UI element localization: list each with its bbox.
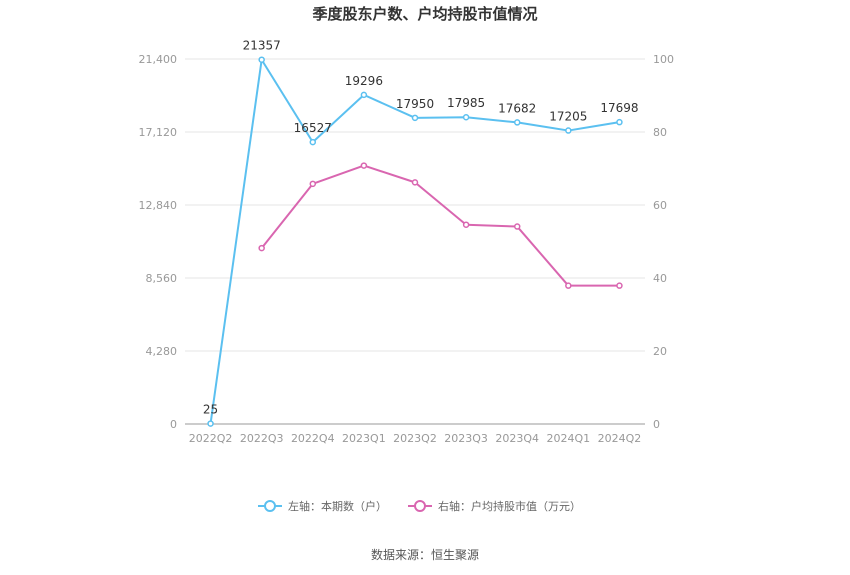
data-point bbox=[258, 56, 265, 63]
data-point bbox=[411, 179, 419, 186]
series-line-2 bbox=[260, 164, 620, 287]
data-label: 17985 bbox=[447, 96, 485, 110]
x-tick-label: 2022Q3 bbox=[240, 432, 284, 445]
left-tick-label: 21,400 bbox=[139, 53, 178, 66]
right-tick-label: 100 bbox=[653, 53, 674, 66]
legend-label: 右轴：户均持股市值（万元） bbox=[438, 499, 581, 513]
right-tick-label: 40 bbox=[653, 272, 667, 285]
x-tick-label: 2022Q2 bbox=[189, 432, 233, 445]
series-layer: 25 21357 16527 19296 17950 17985 17682 17205 176… bbox=[203, 39, 639, 427]
data-point bbox=[565, 282, 572, 289]
chart-title: 季度股东户数、户均持股市值情况 bbox=[312, 5, 537, 23]
left-tick-label: 8,560 bbox=[146, 272, 178, 285]
source-text: 数据来源：恒生聚源 bbox=[371, 547, 479, 562]
data-point bbox=[360, 91, 368, 99]
legend-swatch-marker bbox=[414, 500, 426, 512]
left-tick-label: 17,120 bbox=[139, 126, 178, 139]
data-point bbox=[616, 118, 623, 126]
data-point bbox=[258, 244, 265, 252]
right-tick-label: 20 bbox=[653, 345, 667, 358]
data-label: 21357 bbox=[243, 39, 281, 53]
x-tick-label: 2023Q1 bbox=[342, 432, 386, 445]
x-axis-ticks: 2022Q2 2022Q3 2022Q4 2023Q1 2023Q2 2023Q3 2023… bbox=[189, 432, 642, 445]
data-label: 17698 bbox=[600, 101, 638, 115]
x-tick-label: 2022Q4 bbox=[291, 432, 335, 445]
x-tick-label: 2024Q2 bbox=[598, 432, 642, 445]
x-tick-label: 2023Q2 bbox=[393, 432, 437, 445]
data-label: 17950 bbox=[396, 97, 434, 111]
data-label: 19296 bbox=[345, 74, 383, 88]
data-point bbox=[616, 282, 623, 289]
data-point bbox=[513, 223, 521, 230]
data-point bbox=[207, 420, 214, 427]
legend: 左轴：本期数（户） 右轴：户均持股市值（万元） bbox=[258, 499, 581, 513]
left-tick-label: 4,280 bbox=[146, 345, 178, 358]
data-point bbox=[309, 138, 317, 146]
right-tick-label: 80 bbox=[653, 126, 667, 139]
data-point bbox=[360, 162, 368, 169]
right-tick-label: 0 bbox=[653, 418, 660, 431]
data-point bbox=[462, 113, 470, 121]
data-label: 25 bbox=[203, 403, 218, 417]
data-point bbox=[411, 114, 419, 122]
data-label: 17682 bbox=[498, 101, 536, 115]
data-label: 16527 bbox=[294, 121, 332, 135]
data-label: 17205 bbox=[549, 110, 587, 124]
data-point bbox=[462, 221, 470, 228]
left-axis-ticks: 0 4,280 8,560 12,840 17,120 21,400 bbox=[139, 53, 178, 431]
legend-swatch-marker bbox=[264, 500, 276, 512]
data-point bbox=[309, 180, 317, 188]
data-point bbox=[565, 127, 572, 134]
x-tick-label: 2023Q3 bbox=[444, 432, 488, 445]
x-tick-label: 2024Q1 bbox=[547, 432, 591, 445]
left-tick-label: 12,840 bbox=[139, 199, 178, 212]
x-tick-label: 2023Q4 bbox=[495, 432, 539, 445]
legend-label: 左轴：本期数（户） bbox=[288, 499, 387, 513]
right-tick-label: 60 bbox=[653, 199, 667, 212]
left-tick-label: 0 bbox=[170, 418, 177, 431]
data-point bbox=[513, 119, 521, 126]
right-axis-ticks: 0 20 40 60 80 100 bbox=[653, 53, 674, 431]
